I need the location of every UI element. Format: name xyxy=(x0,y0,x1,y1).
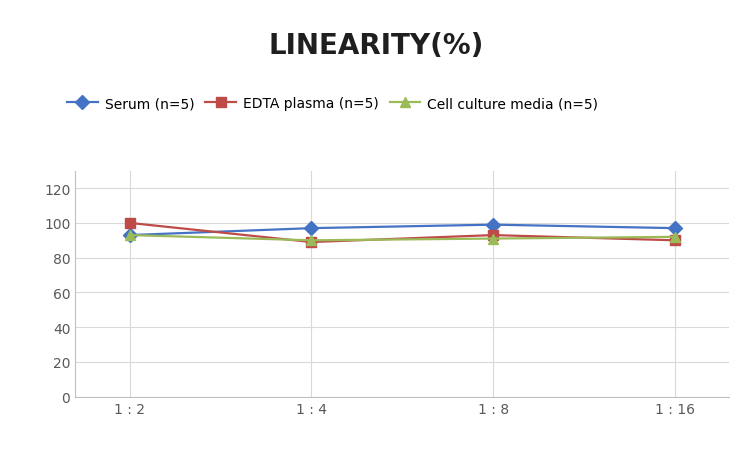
Legend: Serum (n=5), EDTA plasma (n=5), Cell culture media (n=5): Serum (n=5), EDTA plasma (n=5), Cell cul… xyxy=(67,97,598,111)
Serum (n=5) xyxy=(489,222,498,228)
Line: EDTA plasma (n=5): EDTA plasma (n=5) xyxy=(125,219,680,247)
Cell culture media (n=5) xyxy=(489,236,498,242)
EDTA plasma (n=5) xyxy=(671,238,680,244)
Cell culture media (n=5) xyxy=(671,235,680,240)
Line: Cell culture media (n=5): Cell culture media (n=5) xyxy=(125,231,680,246)
EDTA plasma (n=5) xyxy=(489,233,498,238)
Serum (n=5) xyxy=(671,226,680,231)
Line: Serum (n=5): Serum (n=5) xyxy=(125,220,680,240)
Text: LINEARITY(%): LINEARITY(%) xyxy=(268,32,484,60)
EDTA plasma (n=5) xyxy=(125,221,134,226)
Cell culture media (n=5) xyxy=(307,238,316,244)
Cell culture media (n=5) xyxy=(125,233,134,238)
Serum (n=5) xyxy=(307,226,316,231)
Serum (n=5) xyxy=(125,233,134,238)
EDTA plasma (n=5) xyxy=(307,240,316,245)
